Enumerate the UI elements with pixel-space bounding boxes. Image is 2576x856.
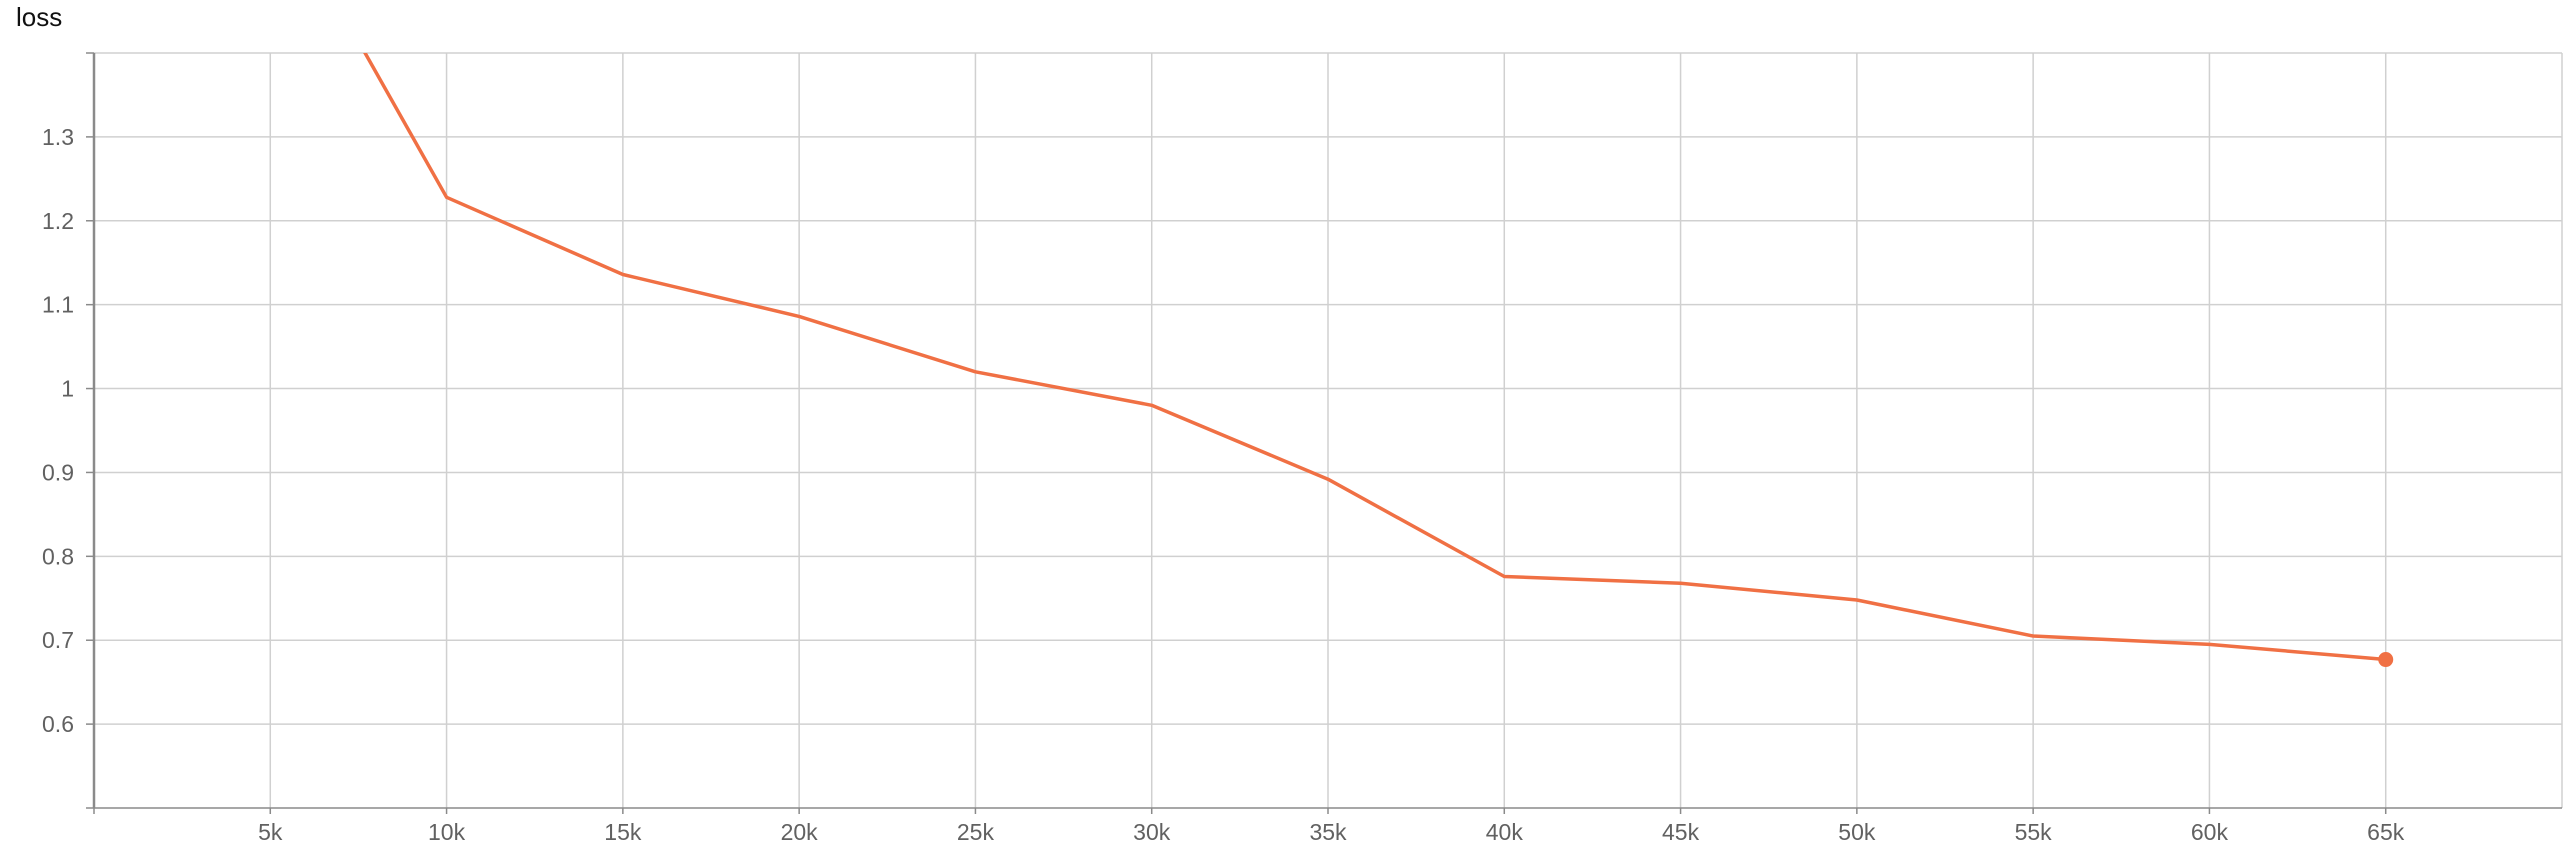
y-tick-label: 1.1 bbox=[42, 292, 74, 318]
x-tick-label: 5k bbox=[258, 819, 283, 845]
x-tick-label: 30k bbox=[1133, 819, 1171, 845]
marker-layer bbox=[2378, 652, 2394, 668]
y-tick-label: 0.8 bbox=[42, 543, 74, 569]
series-layer bbox=[363, 53, 2388, 662]
x-tick-label: 40k bbox=[1486, 819, 1524, 845]
series-line bbox=[363, 53, 2388, 662]
y-tick-label: 0.9 bbox=[42, 459, 74, 485]
x-tick-label: 20k bbox=[781, 819, 819, 845]
axes bbox=[86, 52, 2562, 814]
tick-labels: 5k 10k 15k 20k 25k 30k 35k 40k 45k 50k 55k 60k 65k 0.… bbox=[42, 124, 2405, 845]
y-tick-label: 1.2 bbox=[42, 208, 74, 234]
x-tick-label: 55k bbox=[2015, 819, 2053, 845]
y-tick-label: 0.6 bbox=[42, 711, 74, 737]
x-tick-label: 10k bbox=[428, 819, 466, 845]
y-tick-label: 1.3 bbox=[42, 124, 74, 150]
x-tick-label: 65k bbox=[2367, 819, 2405, 845]
x-tick-label: 60k bbox=[2191, 819, 2229, 845]
x-tick-label: 25k bbox=[957, 819, 995, 845]
x-tick-label: 35k bbox=[1309, 819, 1347, 845]
x-tick-label: 50k bbox=[1838, 819, 1876, 845]
y-tick-label: 1 bbox=[61, 376, 74, 402]
last-point-marker bbox=[2378, 652, 2394, 668]
x-tick-label: 15k bbox=[604, 819, 642, 845]
grid-lines bbox=[94, 52, 2563, 808]
chart-title: loss bbox=[16, 2, 63, 32]
y-tick-label: 0.7 bbox=[42, 627, 74, 653]
x-tick-label: 45k bbox=[1662, 819, 1700, 845]
